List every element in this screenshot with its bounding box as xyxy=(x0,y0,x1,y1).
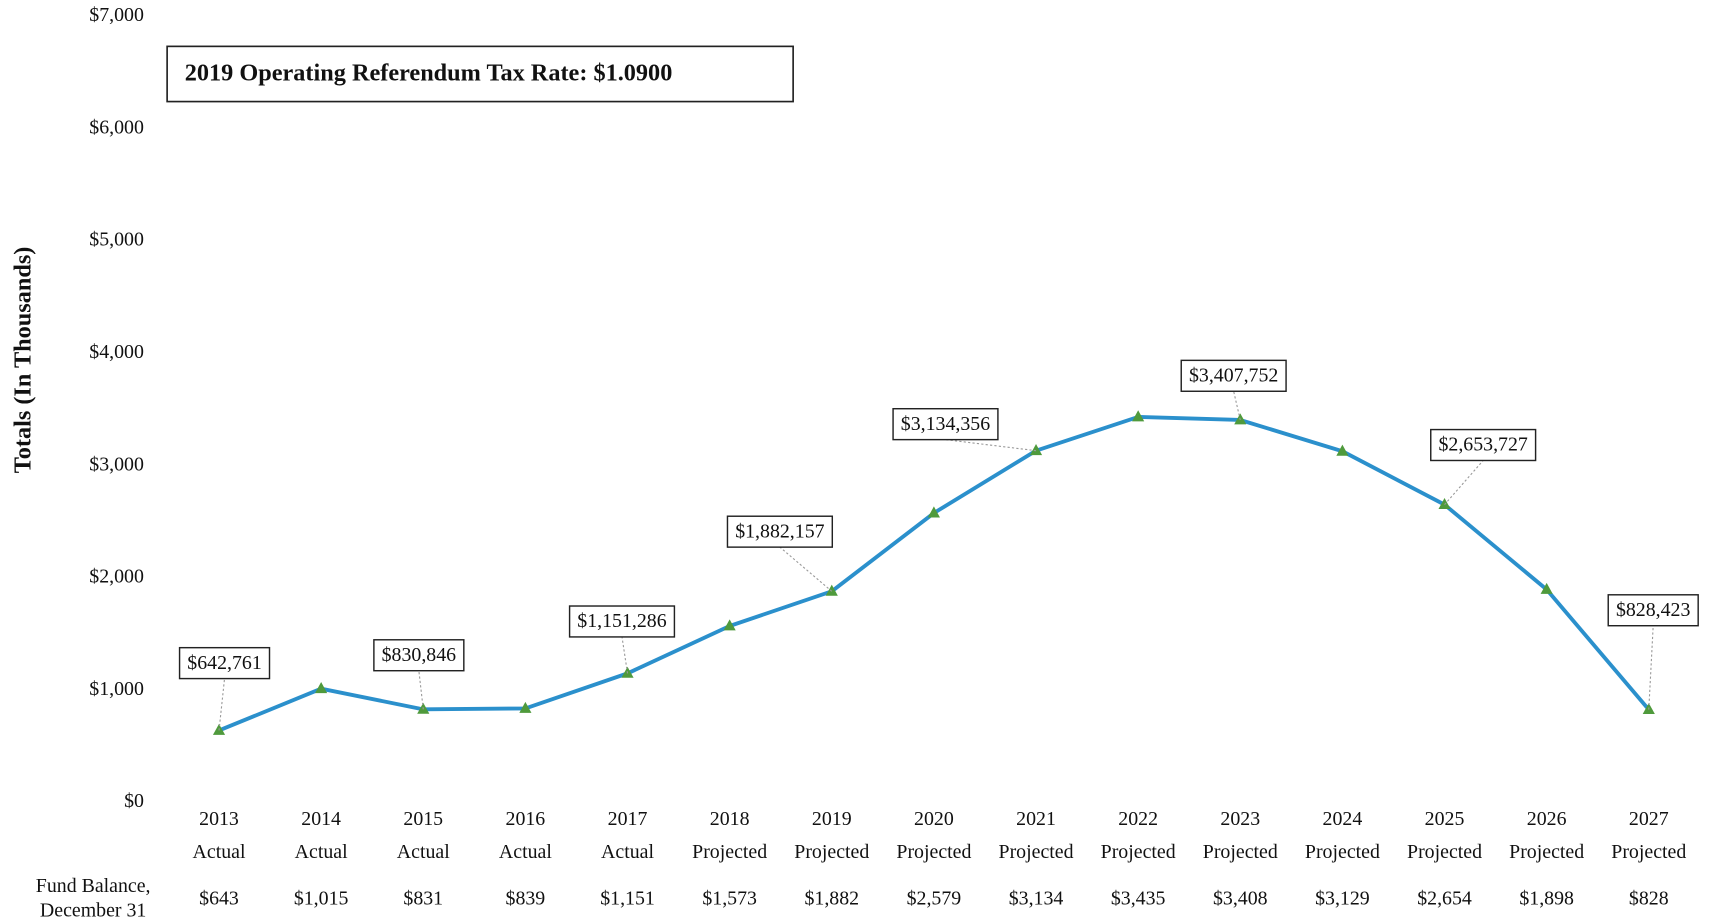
x-tick-label: 2013 xyxy=(199,808,239,830)
x-tick-label: 2016 xyxy=(506,808,546,830)
marker xyxy=(1029,444,1043,456)
y-tick-label: $6,000 xyxy=(89,116,144,138)
value-label: $828,423 xyxy=(1616,599,1691,621)
leader-line xyxy=(418,670,424,710)
row-value: $828 xyxy=(1629,887,1669,909)
x-tick-label: 2019 xyxy=(812,808,852,830)
row-value: $1,882 xyxy=(804,887,859,909)
label-box xyxy=(892,407,999,441)
x-tick-kind: Projected xyxy=(1407,841,1482,863)
x-tick-label: 2020 xyxy=(914,808,954,830)
x-tick-label: 2026 xyxy=(1527,808,1567,830)
value-label: $2,653,727 xyxy=(1438,434,1527,456)
y-axis-title: Totals (In Thousands) xyxy=(9,247,36,474)
value-label: $1,151,286 xyxy=(577,610,666,632)
x-tick-label: 2018 xyxy=(710,808,750,830)
value-label: $642,761 xyxy=(187,652,261,674)
x-tick-kind: Projected xyxy=(692,841,767,863)
data-line xyxy=(218,414,1651,733)
x-tick-kind: Actual xyxy=(295,841,348,863)
label-box xyxy=(178,646,271,680)
value-label: $3,134,356 xyxy=(901,413,990,435)
marker xyxy=(1336,444,1349,456)
label-box xyxy=(1607,594,1699,627)
x-tick-kind: Actual xyxy=(397,841,450,863)
leader-line xyxy=(1444,460,1484,506)
row-title: Fund Balance, xyxy=(36,875,151,897)
x-tick-label: 2021 xyxy=(1016,808,1056,830)
marker xyxy=(519,701,532,713)
row-value: $1,015 xyxy=(294,887,349,909)
x-tick-kind: Projected xyxy=(1203,841,1278,863)
x-tick-kind: Actual xyxy=(193,841,246,863)
annotation-box xyxy=(166,45,794,103)
y-tick-label: $1,000 xyxy=(89,678,144,700)
leader-line xyxy=(779,546,833,592)
row-value: $1,898 xyxy=(1519,887,1574,909)
marker xyxy=(1438,498,1451,510)
row-value: $1,573 xyxy=(702,887,757,909)
x-tick-kind: Projected xyxy=(1509,841,1584,863)
label-box xyxy=(1430,428,1537,462)
y-tick-label: $0 xyxy=(124,790,144,812)
marker xyxy=(315,682,328,694)
x-tick-label: 2023 xyxy=(1220,808,1260,830)
y-tick-label: $4,000 xyxy=(89,341,144,363)
row-value: $3,435 xyxy=(1111,887,1166,909)
x-tick-label: 2022 xyxy=(1118,808,1158,830)
row-value: $3,129 xyxy=(1315,887,1370,909)
x-tick-label: 2027 xyxy=(1629,808,1669,830)
leader-line xyxy=(1233,391,1241,421)
leader-line xyxy=(1648,625,1654,710)
y-tick-label: $7,000 xyxy=(89,4,144,26)
x-tick-kind: Projected xyxy=(1611,841,1686,863)
label-box xyxy=(726,515,834,548)
annotation: 2019 Operating Referendum Tax Rate: $1.0… xyxy=(185,60,673,87)
marker xyxy=(825,584,838,596)
marker xyxy=(927,506,940,518)
x-tick-kind: Actual xyxy=(601,841,654,863)
label-box xyxy=(1180,359,1287,392)
row-value: $831 xyxy=(403,887,443,909)
marker xyxy=(1132,410,1145,422)
x-tick-label: 2015 xyxy=(403,808,443,830)
row-value: $3,134 xyxy=(1009,887,1064,909)
row-title: December 31 xyxy=(40,900,146,922)
label-box xyxy=(373,639,465,672)
x-tick-label: 2025 xyxy=(1425,808,1465,830)
marker xyxy=(1540,582,1553,594)
row-value: $2,579 xyxy=(907,887,962,909)
row-value: $643 xyxy=(199,887,239,909)
row-value: $2,654 xyxy=(1417,887,1472,909)
x-tick-label: 2017 xyxy=(608,808,648,830)
value-label: $1,882,157 xyxy=(735,520,824,542)
leader-line xyxy=(945,439,1037,452)
y-tick-label: $2,000 xyxy=(89,566,144,588)
row-value: $1,151 xyxy=(600,887,655,909)
x-tick-kind: Projected xyxy=(1305,841,1380,863)
marker xyxy=(723,619,736,631)
x-tick-kind: Projected xyxy=(794,841,869,863)
value-label: $3,407,752 xyxy=(1189,364,1278,386)
x-tick-kind: Projected xyxy=(896,841,971,863)
label-box xyxy=(568,605,676,638)
row-value: $3,408 xyxy=(1213,887,1268,909)
value-label: $830,846 xyxy=(382,644,457,666)
y-tick-label: $3,000 xyxy=(89,453,144,475)
y-tick-label: $5,000 xyxy=(89,229,144,251)
x-tick-kind: Projected xyxy=(1101,841,1176,863)
x-tick-kind: Actual xyxy=(499,841,552,863)
leader-line xyxy=(621,636,629,674)
row-value: $839 xyxy=(506,887,546,909)
leader-line xyxy=(218,678,226,731)
x-tick-label: 2014 xyxy=(301,808,341,830)
x-tick-kind: Projected xyxy=(999,841,1074,863)
x-tick-label: 2024 xyxy=(1323,808,1363,830)
